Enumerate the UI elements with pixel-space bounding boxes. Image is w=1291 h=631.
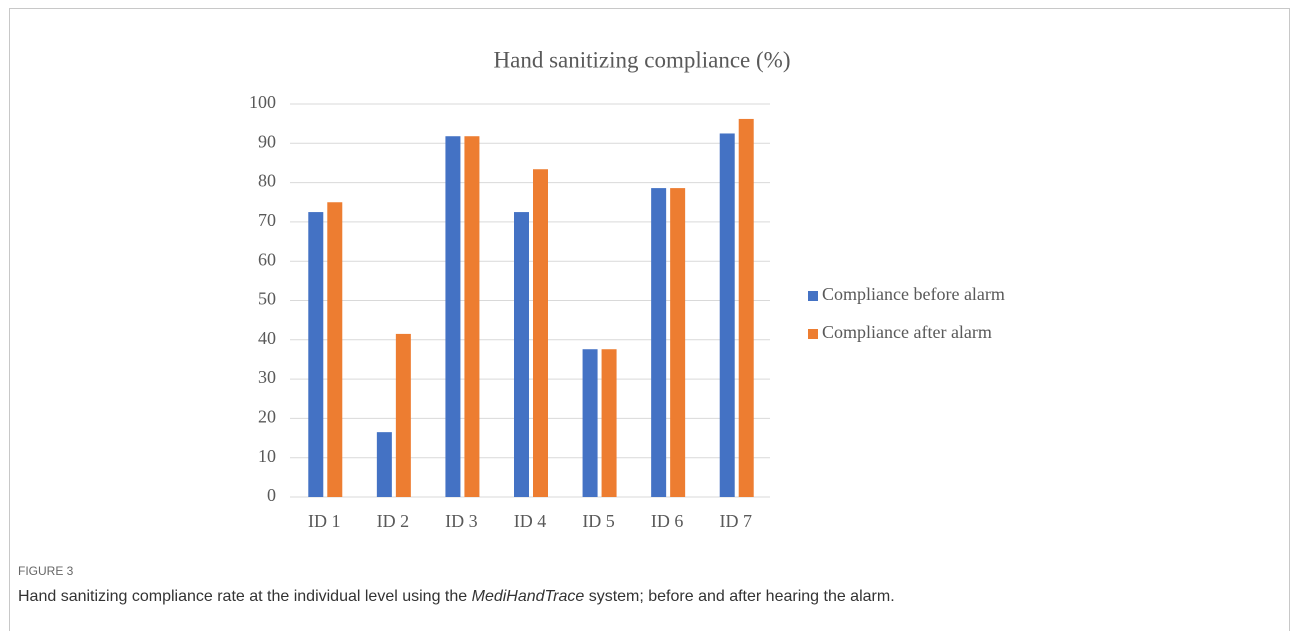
y-tick-label: 80 [258,171,276,191]
bar [533,169,548,497]
y-tick-label: 10 [258,446,276,466]
y-tick-label: 70 [258,210,276,230]
y-tick-label: 30 [258,367,276,387]
legend-swatch [808,329,818,339]
y-tick-label: 90 [258,131,276,151]
x-tick-label: ID 6 [651,511,684,531]
x-tick-label: ID 4 [514,511,547,531]
bar [601,349,617,497]
legend-label: Compliance before alarm [822,284,1005,304]
x-tick-label: ID 5 [582,511,615,531]
bar [651,188,667,498]
bar [670,188,686,498]
y-tick-label: 60 [258,249,276,269]
y-tick-label: 50 [258,289,276,309]
x-tick-label: ID 1 [308,511,341,531]
y-tick-label: 20 [258,407,276,427]
bar [464,136,480,497]
bar [376,432,392,497]
bar [327,202,343,497]
caption-text: Hand sanitizing compliance rate at the i… [18,588,472,605]
bar [514,212,529,497]
bar [738,118,754,498]
bar [395,333,411,497]
caption-italic: MediHandTrace [472,588,585,605]
figure-label: FIGURE 3 [18,564,74,578]
x-tick-label: ID 7 [719,511,752,531]
legend-swatch [808,291,818,301]
x-tick-label: ID 2 [377,511,410,531]
legend-label: Compliance after alarm [822,322,992,342]
caption: Hand sanitizing compliance rate at the i… [18,588,895,605]
bar [308,212,324,497]
y-tick-label: 0 [267,485,276,505]
figure-frame [9,8,1290,631]
chart-title: Hand sanitizing compliance (%) [494,47,791,72]
bar [719,133,735,497]
y-tick-label: 100 [249,92,276,112]
bar [582,349,598,497]
y-tick-label: 40 [258,328,276,348]
caption-text: system; before and after hearing the ala… [584,588,894,605]
bar [445,136,461,497]
x-tick-label: ID 3 [445,511,478,531]
